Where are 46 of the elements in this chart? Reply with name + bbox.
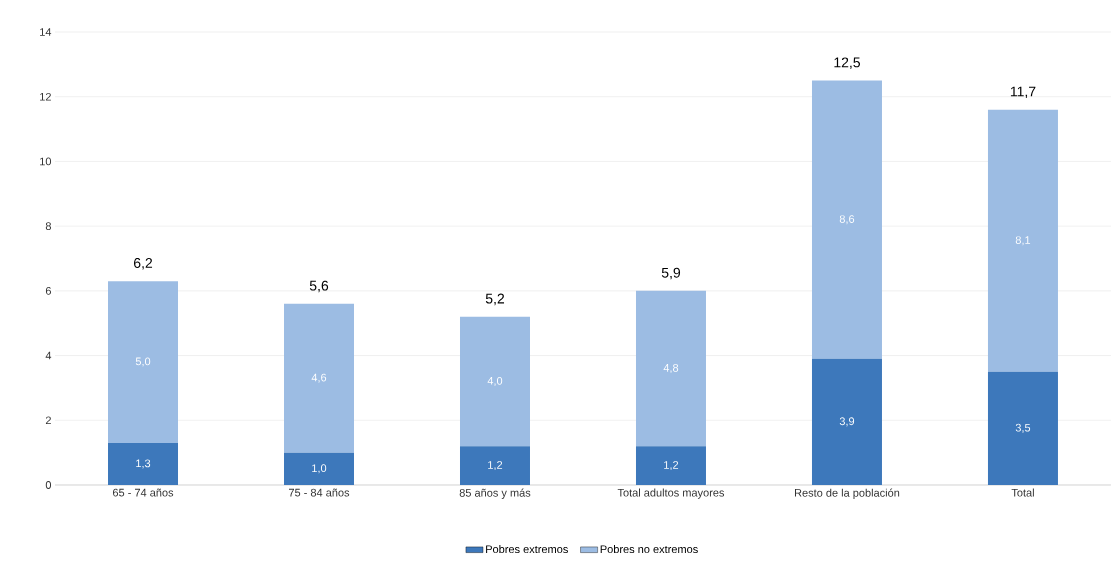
data-label: 3,9: [839, 417, 855, 427]
y-tick-label: 2: [45, 416, 51, 425]
data-label: 1,0: [312, 464, 327, 474]
bar: [635, 290, 706, 447]
bar: [459, 446, 530, 485]
total-label: 11,7: [1010, 86, 1036, 99]
data-label: 5,0: [135, 357, 151, 367]
data-label: 4,0: [487, 376, 503, 386]
bar: [811, 358, 882, 485]
data-label: 1,2: [664, 461, 679, 471]
data-label: 1,3: [136, 459, 151, 469]
total-label: 5,6: [309, 280, 329, 293]
x-tick-label: Total: [1011, 488, 1034, 497]
y-tick-label: 0: [45, 481, 52, 489]
bar: [108, 442, 179, 485]
y-tick-label: 14: [40, 28, 52, 36]
bar: [811, 80, 882, 359]
data-label: 3,5: [1015, 423, 1031, 433]
data-label: 1,2: [488, 461, 503, 471]
total-label: 5,9: [661, 267, 681, 280]
y-tick-label: 8: [45, 222, 51, 231]
x-tick-label: Resto de la población: [794, 488, 900, 499]
bar: [987, 371, 1058, 485]
legend-label: Pobres no extremos: [600, 545, 698, 554]
y-tick-label: 4: [45, 351, 52, 360]
bar: [108, 281, 179, 443]
total-label: 6,2: [133, 258, 153, 270]
x-tick-label: Total adultos mayores: [617, 488, 725, 499]
data-label: 4,8: [663, 363, 679, 374]
bar: [987, 109, 1058, 372]
data-label: 8,1: [1015, 236, 1031, 246]
data-label: 8,6: [839, 215, 855, 225]
y-tick-label: 10: [40, 157, 52, 166]
total-label: 12,5: [834, 57, 861, 69]
data-label: 4,6: [311, 373, 327, 383]
bar: [635, 446, 706, 485]
x-tick-label: 65 - 74 años: [113, 488, 174, 497]
legend-label: Pobres extremos: [486, 545, 568, 554]
x-tick-label: 75 - 84 años: [288, 488, 350, 497]
x-tick-label: 85 años y más: [459, 488, 531, 499]
bar: [284, 452, 354, 485]
bar: [284, 303, 354, 453]
total-label: 5,2: [485, 293, 505, 306]
y-tick-label: 6: [45, 286, 51, 295]
y-tick-label: 12: [40, 92, 51, 101]
bar: [459, 316, 530, 447]
